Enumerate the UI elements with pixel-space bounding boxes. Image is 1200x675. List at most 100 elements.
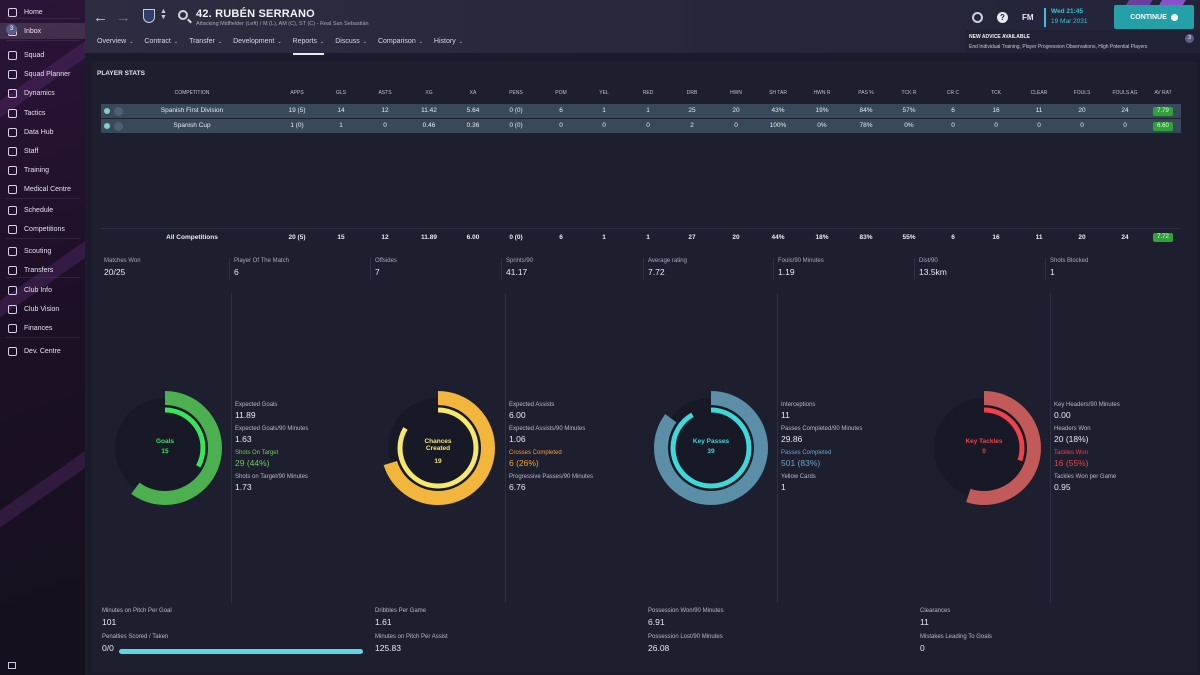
table-row[interactable]	[101, 119, 1181, 133]
main-panel	[92, 62, 1197, 672]
tab-transfer[interactable]: Transfer ⌄	[189, 38, 222, 51]
column-header-clear[interactable]: CLEAR	[1030, 90, 1048, 96]
total-cell: 6	[559, 234, 563, 241]
sidebar-item-schedule[interactable]: Schedule	[0, 202, 85, 218]
table-row[interactable]	[101, 104, 1181, 118]
staff-icon	[8, 146, 17, 156]
sidebar-item-dynamics[interactable]: Dynamics	[0, 85, 85, 101]
status-dot-icon	[104, 123, 110, 129]
column-header-pom[interactable]: POM	[555, 90, 567, 96]
section-title: PLAYER STATS	[97, 70, 145, 77]
sidebar-item-club-info[interactable]: Club Info	[0, 282, 85, 298]
tab-development[interactable]: Development ⌄	[233, 38, 281, 51]
column-header-fouls[interactable]: FOULS	[1073, 90, 1091, 96]
ring-chart-goals	[108, 391, 222, 505]
column-header-asts[interactable]: ASTS	[378, 90, 392, 96]
ring-value: 39	[707, 448, 715, 455]
sidebar-item-squad-planner[interactable]: Squad Planner	[0, 66, 85, 82]
metric-value: 0.00	[1054, 410, 1071, 420]
sidebar-item-squad[interactable]: Squad	[0, 47, 85, 63]
game-date[interactable]: Wed 21:45 19 Mar 2031	[1044, 8, 1088, 27]
help-icon[interactable]: ?	[997, 12, 1008, 23]
club-crest-icon	[143, 9, 155, 23]
search-icon[interactable]	[178, 10, 188, 20]
player-positions: Attacking Midfielder (Left) / M (L), AM …	[196, 21, 369, 27]
column-header-xa[interactable]: XA	[469, 90, 477, 96]
total-cell: 1	[602, 234, 606, 241]
ring-outer-arc	[927, 391, 1041, 505]
collapse-sidebar-icon[interactable]	[8, 662, 16, 669]
sidebar-item-training[interactable]: Training	[0, 162, 85, 178]
column-header-tck-r[interactable]: TCK R	[901, 90, 917, 96]
column-header-pas-[interactable]: PAS %	[858, 90, 874, 96]
sidebar-item-medical-centre[interactable]: Medical Centre	[0, 181, 85, 197]
sidebar-item-tactics[interactable]: Tactics	[0, 105, 85, 121]
column-header-tck[interactable]: TCK	[991, 90, 1001, 96]
ring-chart-key-passes	[654, 391, 768, 505]
column-header-pens[interactable]: PENS	[509, 90, 523, 96]
advice-notification[interactable]: NEW ADVICE AVAILABLE End Individual Trai…	[965, 30, 1200, 53]
column-header-drb[interactable]: DRB	[686, 90, 698, 96]
table-cell: 12	[381, 107, 389, 114]
sidebar-item-finances[interactable]: Finances	[0, 320, 85, 336]
continue-button[interactable]: CONTINUE	[1114, 5, 1194, 29]
status-dot-icon	[104, 108, 110, 114]
chevron-down-icon: ⌄	[277, 39, 282, 45]
sidebar-item-label: Club Vision	[24, 305, 60, 313]
kpi-label: Dist/90	[919, 258, 938, 264]
sidebar-item-scouting[interactable]: Scouting	[0, 243, 85, 259]
chevron-updown-icon[interactable]: ▲ ▼	[160, 8, 167, 21]
sidebar-divider	[6, 238, 80, 239]
column-header-cr-c[interactable]: CR C	[946, 90, 960, 96]
sidebar-item-transfers[interactable]: Transfers	[0, 262, 85, 278]
ring-value: 0	[982, 448, 986, 455]
tab-contract[interactable]: Contract ⌄	[144, 38, 178, 51]
scouting-icon	[8, 246, 17, 256]
sidebar-item-label: Schedule	[24, 206, 54, 214]
sidebar-item-staff[interactable]: Staff	[0, 143, 85, 159]
table-cell: 1	[646, 107, 650, 114]
metric-separator	[777, 293, 778, 603]
tab-reports[interactable]: Reports ⌄	[292, 38, 324, 55]
sidebar-item-home[interactable]: Home	[0, 4, 85, 20]
column-header-competition[interactable]: COMPETITION	[174, 90, 210, 96]
column-header-apps[interactable]: APPS	[290, 90, 304, 96]
column-header-yel[interactable]: YEL	[599, 90, 609, 96]
sidebar-item-dev-centre[interactable]: Dev. Centre	[0, 343, 85, 359]
advice-title: NEW ADVICE AVAILABLE	[969, 34, 1030, 40]
tab-comparison[interactable]: Comparison ⌄	[378, 38, 423, 51]
column-header-hwn-r[interactable]: HWN R	[813, 90, 831, 96]
sidebar-divider	[6, 198, 80, 199]
back-arrow-icon[interactable]: ←	[93, 9, 108, 26]
tab-discuss[interactable]: Discuss ⌄	[335, 38, 367, 51]
forward-arrow-icon[interactable]: →	[116, 9, 131, 26]
column-header-hwn[interactable]: HWN	[730, 90, 742, 96]
total-cell: 1	[646, 234, 650, 241]
column-header-xg[interactable]: XG	[425, 90, 433, 96]
ball-icon[interactable]	[972, 12, 983, 23]
table-cell: 16	[992, 107, 1000, 114]
sidebar-item-inbox[interactable]: Inbox 3	[0, 23, 85, 39]
tab-overview[interactable]: Overview ⌄	[97, 38, 133, 51]
fm-menu-button[interactable]: FM	[1022, 13, 1034, 22]
sidebar-item-data-hub[interactable]: Data Hub	[0, 124, 85, 140]
home-icon	[8, 7, 17, 17]
sidebar-item-competitions[interactable]: Competitions	[0, 221, 85, 237]
bottom-stat-value: 11	[920, 617, 929, 627]
sidebar-item-club-vision[interactable]: Club Vision	[0, 301, 85, 317]
sidebar-divider	[6, 40, 80, 41]
bottom-stat-label: Minutes on Pitch Per Goal	[102, 608, 172, 614]
tab-history[interactable]: History ⌄	[434, 38, 463, 51]
column-header-red[interactable]: RED	[642, 90, 654, 96]
total-cell: 15	[337, 234, 345, 241]
column-header-sh-tar[interactable]: SH TAR	[769, 90, 787, 96]
total-cell: 12	[381, 234, 389, 241]
metric-value: 1.63	[235, 434, 252, 444]
metric-value: 501 (83%)	[781, 458, 821, 468]
metric-label: Tackles Won	[1054, 450, 1088, 456]
column-header-av-rat[interactable]: AV RAT	[1154, 90, 1172, 96]
column-header-fouls-ag[interactable]: FOULS AG	[1112, 90, 1138, 96]
total-cell: 20 (5)	[288, 234, 306, 241]
table-cell: 0	[994, 122, 998, 129]
column-header-gls[interactable]: GLS	[335, 90, 346, 96]
